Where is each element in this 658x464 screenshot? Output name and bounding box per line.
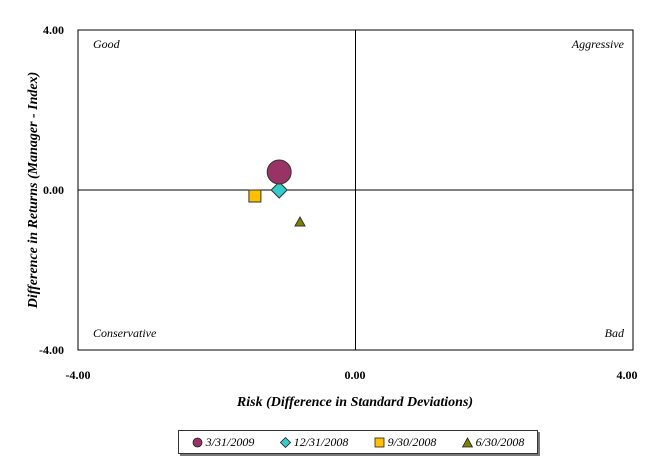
y-axis-title: Difference in Returns (Manager - Index) (26, 72, 41, 310)
square-marker-icon (374, 437, 385, 447)
y-tick-label: -4.00 (39, 343, 64, 357)
legend-label: 3/31/2009 (205, 434, 255, 449)
quadrant-label-good: Good (93, 37, 121, 51)
quadrant-label-bad: Bad (605, 326, 625, 340)
diamond-marker-icon (279, 436, 291, 448)
data-point-triangle (294, 215, 306, 227)
legend-item: 12/31/2008 (279, 434, 349, 450)
x-tick-label: 0.00 (345, 368, 366, 382)
legend-label: 9/30/2008 (387, 434, 437, 449)
legend-item: 6/30/2008 (461, 434, 525, 450)
data-point-square (248, 189, 262, 203)
circle-marker-icon (192, 437, 203, 447)
quadrant-label-aggressive: Aggressive (571, 37, 625, 51)
data-points (248, 159, 306, 227)
quadrant-label-conservative: Conservative (93, 326, 157, 340)
x-axis-title: Risk (Difference in Standard Deviations) (236, 395, 473, 410)
y-tick-label: 4.00 (43, 23, 64, 37)
y-tick-label: 0.00 (43, 183, 64, 197)
data-point-circle (266, 159, 292, 185)
x-tick-label: -4.00 (66, 368, 91, 382)
x-tick-label: 4.00 (617, 368, 638, 382)
legend-item: 9/30/2008 (374, 434, 437, 450)
legend-label: 6/30/2008 (475, 434, 525, 449)
triangle-marker-icon (461, 436, 473, 447)
legend-label: 12/31/2008 (293, 434, 349, 449)
legend: 3/31/2009 12/31/2008 9/30/2008 6/30/2008 (178, 430, 538, 454)
data-point-diamond (270, 181, 288, 199)
legend-item: 3/31/2009 (192, 434, 255, 450)
